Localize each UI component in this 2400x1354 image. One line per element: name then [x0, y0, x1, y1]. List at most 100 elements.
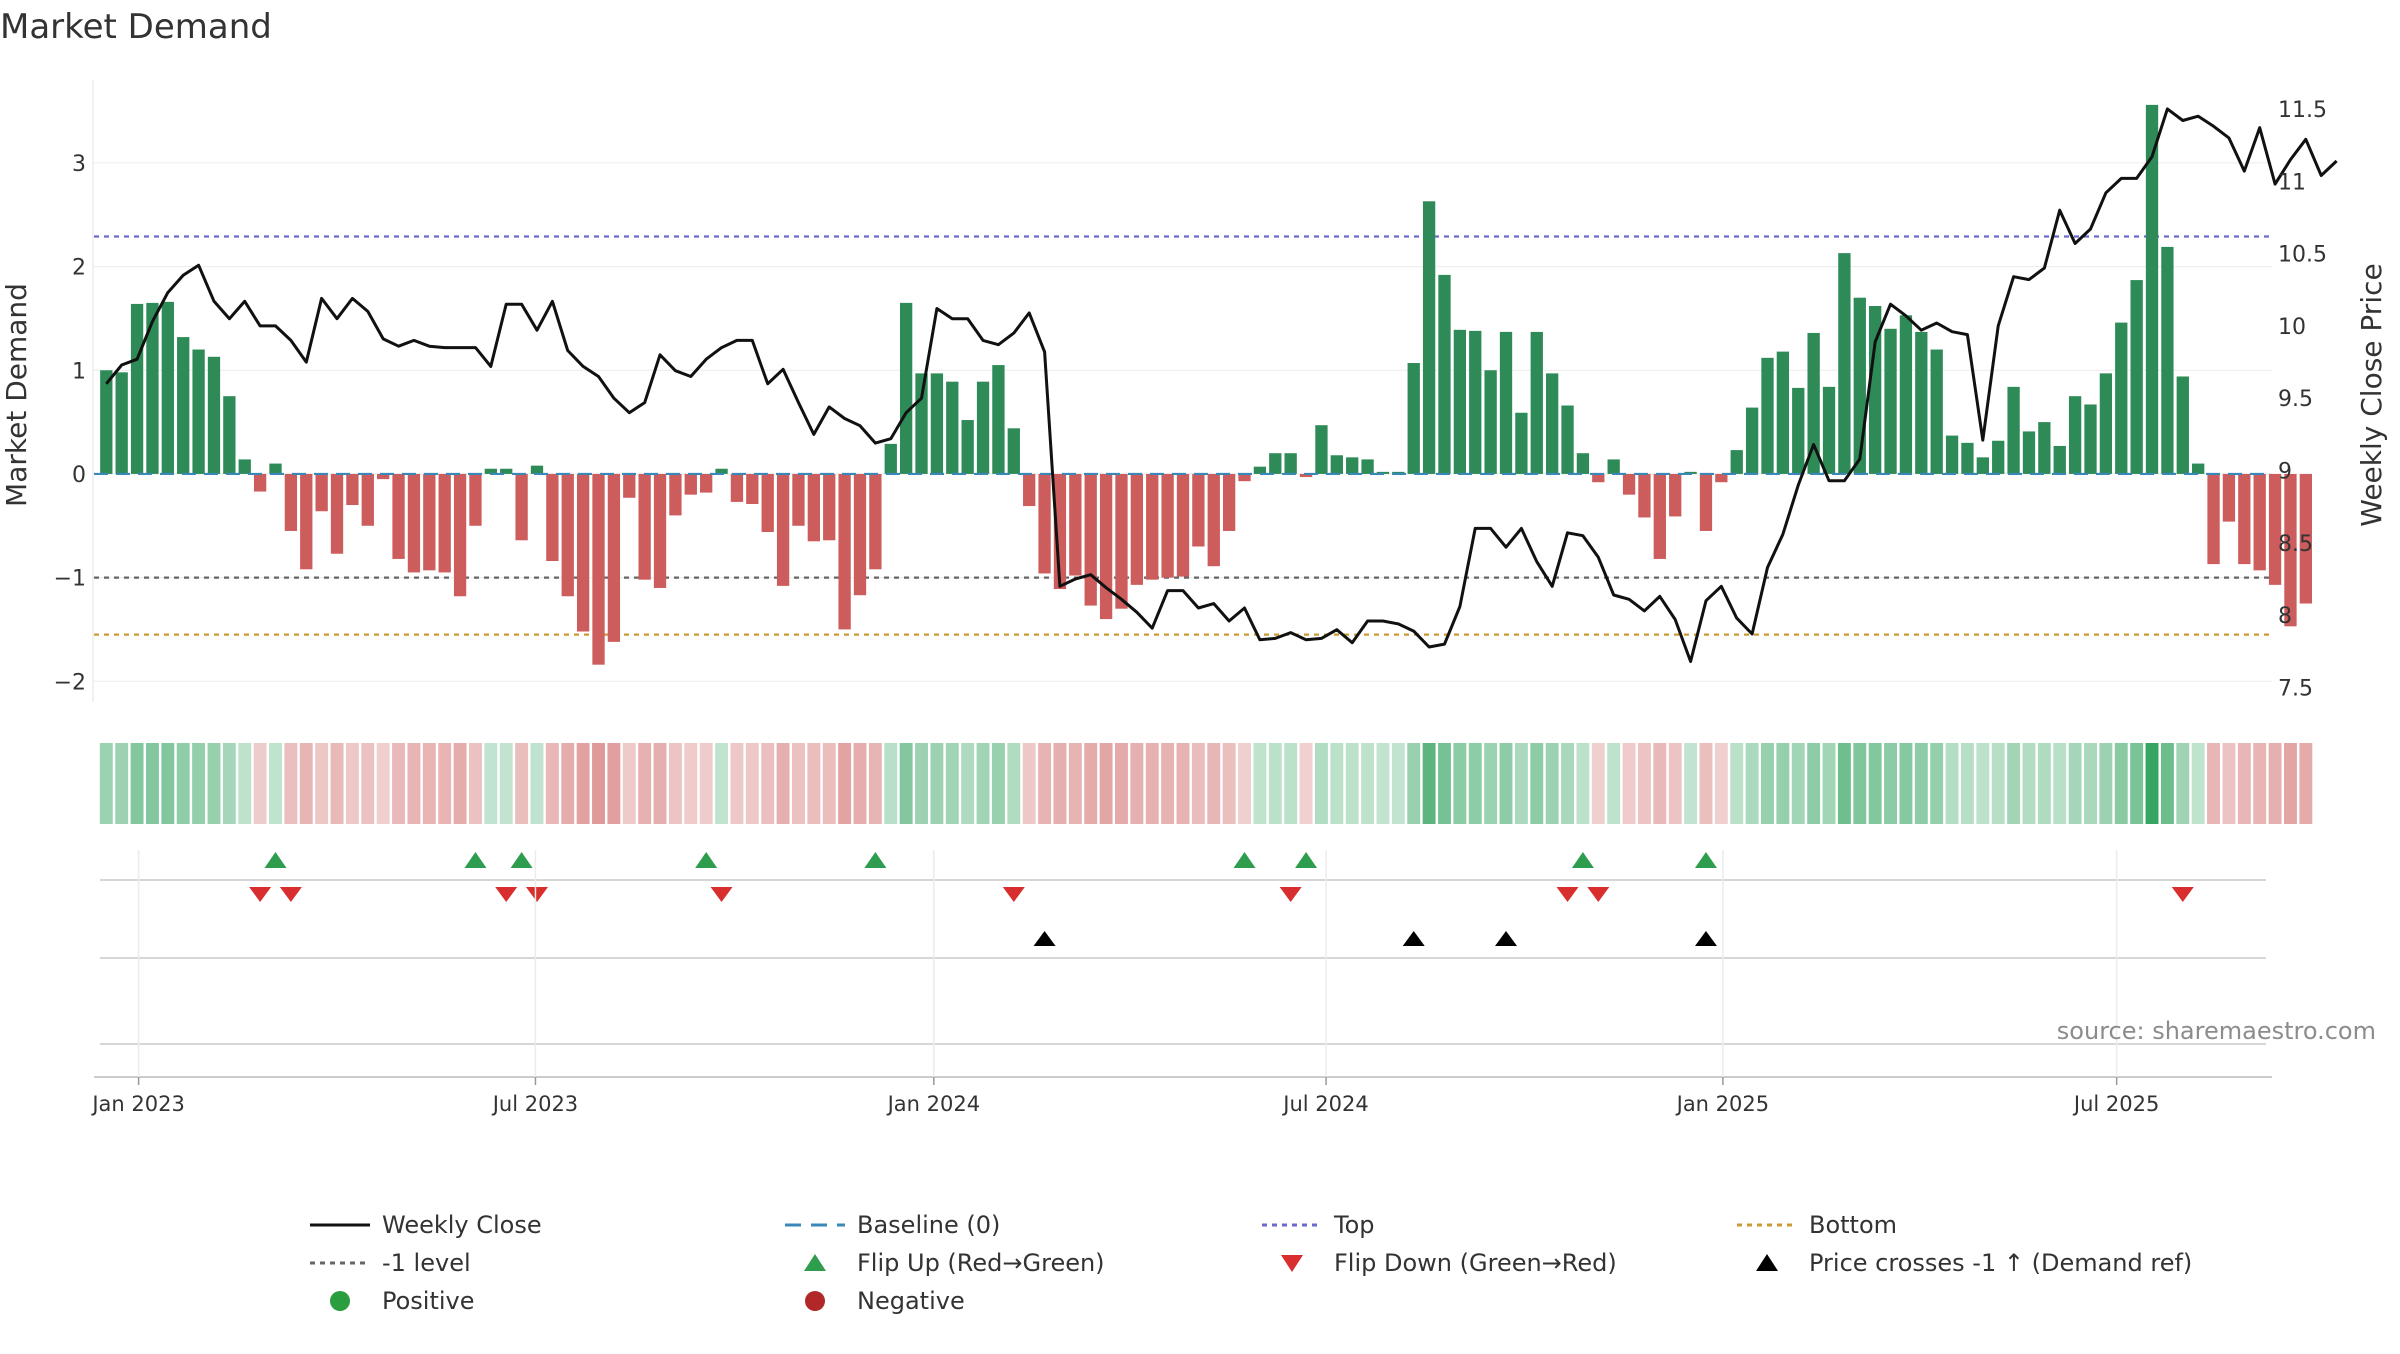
heat-cell [1115, 743, 1128, 824]
y-tick-label: −1 [54, 567, 86, 592]
demand-bar-positive [1792, 387, 1805, 474]
y-tick-label: 2 [72, 256, 86, 281]
demand-bar-negative [1669, 473, 1682, 517]
heat-cell [2222, 743, 2236, 824]
heat-cell [776, 743, 790, 824]
demand-bar-negative [730, 473, 744, 502]
heat-cell [2299, 743, 2313, 824]
demand-bar-positive [1330, 455, 1343, 474]
heat-cell [1145, 743, 1159, 824]
y-axis-right-title: Weekly Close Price [2355, 263, 2388, 526]
demand-bar-negative [684, 473, 697, 495]
demand-bar-negative [1130, 473, 1144, 585]
demand-bar-negative [776, 473, 790, 586]
demand-bar-negative [807, 473, 820, 542]
heat-cell [1591, 743, 1605, 824]
demand-bar-positive [1438, 274, 1451, 474]
heat-cell [1668, 743, 1682, 824]
heat-cell [715, 743, 729, 824]
demand-bar-positive [161, 301, 174, 474]
heat-cell [638, 743, 652, 824]
demand-bar-positive [2115, 322, 2128, 474]
heat-cell [1330, 743, 1344, 824]
heat-cell [868, 743, 882, 824]
heat-cell [1945, 743, 1959, 824]
demand-bar-negative [1592, 473, 1605, 483]
heat-cell [2037, 743, 2051, 824]
heat-cell [2053, 743, 2067, 824]
heat-cell [545, 743, 559, 824]
demand-bar-positive [992, 365, 1005, 474]
heat-cell [2084, 743, 2097, 824]
demand-bar-negative [1161, 473, 1174, 578]
heat-cell [699, 743, 713, 824]
flip-up-marker [264, 852, 287, 868]
demand-bar-positive [1776, 351, 1790, 474]
demand-bar-positive [1530, 331, 1543, 474]
legend-label: Top [1333, 1211, 1375, 1239]
heat-cell [1914, 743, 1928, 824]
demand-bar-negative [792, 473, 805, 526]
demand-bar-positive [2084, 404, 2097, 474]
y-tick-label: −2 [54, 670, 86, 695]
demand-bar-positive [930, 373, 944, 474]
demand-bar-negative [823, 473, 836, 541]
demand-bar-positive [1315, 425, 1328, 474]
y2-tick-label: 10.5 [2278, 243, 2327, 268]
demand-bar-positive [2022, 431, 2036, 474]
heat-cell [192, 743, 206, 824]
demand-bar-positive [1607, 459, 1620, 474]
heat-cell [1207, 743, 1221, 824]
heat-cell [1407, 743, 1421, 824]
legend-label: Weekly Close [382, 1211, 542, 1239]
demand-bar-positive [500, 468, 513, 474]
demand-bars [100, 104, 2312, 665]
heat-cell [561, 743, 575, 824]
flip-down-marker [495, 887, 518, 902]
heat-cell [1807, 743, 1821, 824]
date-tick-label: Jul 2025 [2072, 1092, 2159, 1116]
demand-bar-positive [2130, 280, 2143, 474]
demand-bar-positive [2068, 396, 2082, 474]
heat-cell [592, 743, 605, 824]
legend-label: Negative [857, 1287, 965, 1315]
demand-bar-negative [869, 473, 882, 570]
demand-bar-positive [2176, 376, 2189, 474]
demand-bar-positive [1915, 331, 1928, 474]
demand-bar-positive [1961, 442, 1974, 474]
legend-label: Positive [382, 1287, 475, 1315]
heat-cell [1130, 743, 1144, 824]
heat-cell [1238, 743, 1251, 824]
heat-cell [115, 743, 129, 824]
heat-cell [2114, 743, 2128, 824]
flip-up-marker [510, 852, 533, 868]
y-tick-label: 0 [72, 463, 86, 488]
date-tick-label: Jan 2024 [886, 1092, 981, 1116]
heat-cell [622, 743, 636, 824]
demand-bar-positive [715, 468, 728, 474]
y2-tick-label: 9 [2278, 460, 2292, 485]
heat-cell [653, 743, 667, 824]
heat-cell [1637, 743, 1651, 824]
heat-cell [468, 743, 482, 824]
demand-bar-positive [1469, 330, 1482, 474]
demand-bar-positive [899, 302, 913, 474]
demand-bar-negative [2207, 473, 2220, 565]
heat-cell [1745, 743, 1759, 824]
heat-cell [1268, 743, 1282, 824]
heat-cell [1438, 743, 1451, 824]
demand-bar-negative [346, 473, 359, 506]
heat-cell [1730, 743, 1744, 824]
heat-cell [1422, 743, 1436, 824]
price-cross-marker [1033, 931, 1056, 946]
heat-cell [176, 743, 190, 824]
demand-bar-negative [2284, 473, 2297, 627]
heat-cell [930, 743, 944, 824]
demand-bar-positive [1899, 315, 1913, 474]
legend-label: Bottom [1809, 1211, 1897, 1239]
demand-bar-positive [146, 302, 159, 474]
demand-bar-positive [177, 337, 190, 474]
legend-label: Flip Down (Green→Red) [1334, 1249, 1617, 1277]
heat-cell [1960, 743, 1974, 824]
heat-cell [2207, 743, 2221, 824]
